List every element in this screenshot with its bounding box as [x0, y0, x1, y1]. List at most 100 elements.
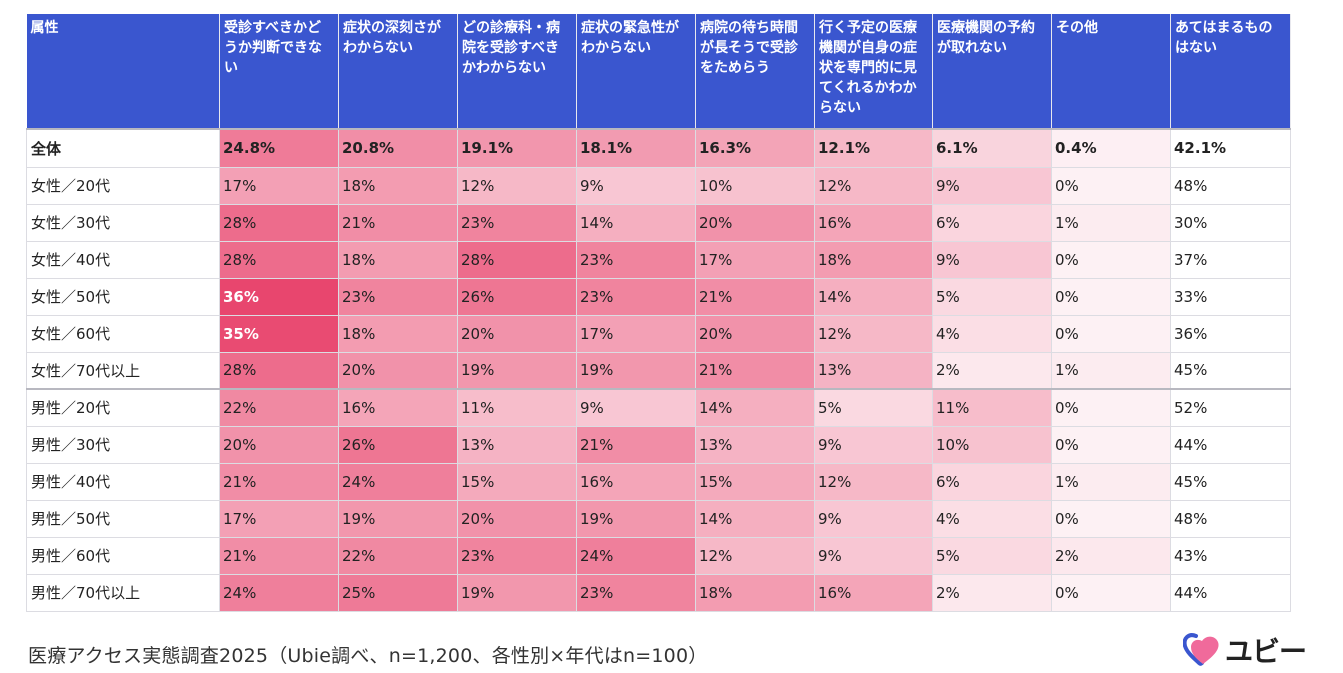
value-cell: 0% [1051, 573, 1171, 612]
value-cell: 28% [457, 240, 577, 279]
value-cell: 19% [338, 499, 458, 538]
value-cell: 20% [457, 499, 577, 538]
value-cell: 18% [338, 240, 458, 279]
table-row: 女性／40代 28% 18% 28% 23% 17% 18% 9% 0% 37% [26, 240, 1291, 279]
row-label: 女性／60代 [26, 314, 220, 353]
table-body: 全体 24.8% 20.8% 19.1% 18.1% 16.3% 12.1% 6.1% 0.4%… [26, 128, 1291, 612]
value-cell: 9% [814, 499, 933, 538]
value-cell: 21% [338, 203, 458, 242]
value-cell: 9% [932, 166, 1052, 205]
value-cell: 20% [695, 203, 815, 242]
heart-icon [1183, 633, 1219, 666]
value-cell: 10% [932, 425, 1052, 464]
value-cell: 12% [457, 166, 577, 205]
value-cell: 28% [219, 203, 339, 242]
row-label: 男性／40代 [26, 462, 220, 501]
value-cell: 14% [695, 499, 815, 538]
value-cell: 24% [338, 462, 458, 501]
value-cell: 36% [219, 277, 339, 316]
value-cell: 37% [1170, 240, 1291, 279]
brand-name: ユビー [1225, 635, 1307, 668]
value-cell: 0% [1051, 499, 1171, 538]
table-row: 男性／40代 21% 24% 15% 16% 15% 12% 6% 1% 45% [26, 462, 1291, 501]
value-cell: 13% [814, 351, 933, 390]
value-cell: 44% [1170, 425, 1291, 464]
value-cell: 0% [1051, 425, 1171, 464]
table-row: 女性／20代 17% 18% 12% 9% 10% 12% 9% 0% 48% [26, 166, 1291, 205]
value-cell: 12% [814, 166, 933, 205]
value-cell: 5% [932, 536, 1052, 575]
value-cell: 6.1% [932, 128, 1052, 168]
column-header: 症状の深刻さがわからない [338, 14, 458, 129]
table-row: 女性／70代以上 28% 20% 19% 19% 21% 13% 2% 1% 45% [26, 351, 1291, 390]
value-cell: 9% [932, 240, 1052, 279]
header-row: 属性 受診すべきかどうか判断できない 症状の深刻さがわからない どの診療科・病院を受診… [26, 14, 1291, 129]
value-cell: 18% [695, 573, 815, 612]
value-cell: 20% [219, 425, 339, 464]
value-cell: 12% [814, 462, 933, 501]
row-label: 女性／50代 [26, 277, 220, 316]
table-row: 全体 24.8% 20.8% 19.1% 18.1% 16.3% 12.1% 6.1% 0.4%… [26, 128, 1291, 168]
value-cell: 23% [338, 277, 458, 316]
value-cell: 5% [932, 277, 1052, 316]
value-cell: 20% [338, 351, 458, 390]
column-header: どの診療科・病院を受診すべきかわからない [457, 14, 577, 129]
value-cell: 2% [932, 351, 1052, 390]
value-cell: 16% [814, 203, 933, 242]
value-cell: 36% [1170, 314, 1291, 353]
value-cell: 23% [457, 203, 577, 242]
value-cell: 2% [932, 573, 1052, 612]
brand-logo: ユビー [1183, 630, 1307, 670]
value-cell: 0% [1051, 240, 1171, 279]
value-cell: 1% [1051, 462, 1171, 501]
value-cell: 4% [932, 314, 1052, 353]
value-cell: 12.1% [814, 128, 933, 168]
value-cell: 19% [576, 499, 696, 538]
table-row: 男性／60代 21% 22% 23% 24% 12% 9% 5% 2% 43% [26, 536, 1291, 575]
column-header: 病院の待ち時間が長そうで受診をためらう [695, 14, 815, 129]
value-cell: 0% [1051, 388, 1171, 427]
value-cell: 21% [576, 425, 696, 464]
value-cell: 16% [576, 462, 696, 501]
value-cell: 21% [695, 277, 815, 316]
value-cell: 22% [338, 536, 458, 575]
value-cell: 19% [576, 351, 696, 390]
value-cell: 35% [219, 314, 339, 353]
value-cell: 15% [695, 462, 815, 501]
table-row: 女性／50代 36% 23% 26% 23% 21% 14% 5% 0% 33% [26, 277, 1291, 316]
value-cell: 23% [576, 240, 696, 279]
table-row: 女性／30代 28% 21% 23% 14% 20% 16% 6% 1% 30% [26, 203, 1291, 242]
value-cell: 6% [932, 203, 1052, 242]
value-cell: 42.1% [1170, 128, 1291, 168]
value-cell: 45% [1170, 462, 1291, 501]
value-cell: 14% [576, 203, 696, 242]
row-label: 男性／30代 [26, 425, 220, 464]
value-cell: 21% [219, 536, 339, 575]
value-cell: 9% [576, 388, 696, 427]
row-label: 女性／40代 [26, 240, 220, 279]
value-cell: 13% [695, 425, 815, 464]
row-label: 女性／70代以上 [26, 351, 220, 390]
value-cell: 23% [576, 277, 696, 316]
column-header: 症状の緊急性がわからない [576, 14, 696, 129]
value-cell: 1% [1051, 203, 1171, 242]
value-cell: 20.8% [338, 128, 458, 168]
value-cell: 0% [1051, 277, 1171, 316]
value-cell: 18% [338, 314, 458, 353]
value-cell: 21% [695, 351, 815, 390]
row-label: 男性／20代 [26, 388, 220, 427]
value-cell: 0.4% [1051, 128, 1171, 168]
value-cell: 44% [1170, 573, 1291, 612]
table-row: 男性／70代以上 24% 25% 19% 23% 18% 16% 2% 0% 44% [26, 573, 1291, 612]
value-cell: 18% [338, 166, 458, 205]
value-cell: 28% [219, 351, 339, 390]
value-cell: 24% [576, 536, 696, 575]
value-cell: 26% [338, 425, 458, 464]
value-cell: 19.1% [457, 128, 577, 168]
value-cell: 10% [695, 166, 815, 205]
column-header: 行く予定の医療機関が自身の症状を専門的に見てくれるかわからない [814, 14, 933, 129]
value-cell: 6% [932, 462, 1052, 501]
column-header: 医療機関の予約が取れない [932, 14, 1052, 129]
value-cell: 16% [814, 573, 933, 612]
value-cell: 13% [457, 425, 577, 464]
